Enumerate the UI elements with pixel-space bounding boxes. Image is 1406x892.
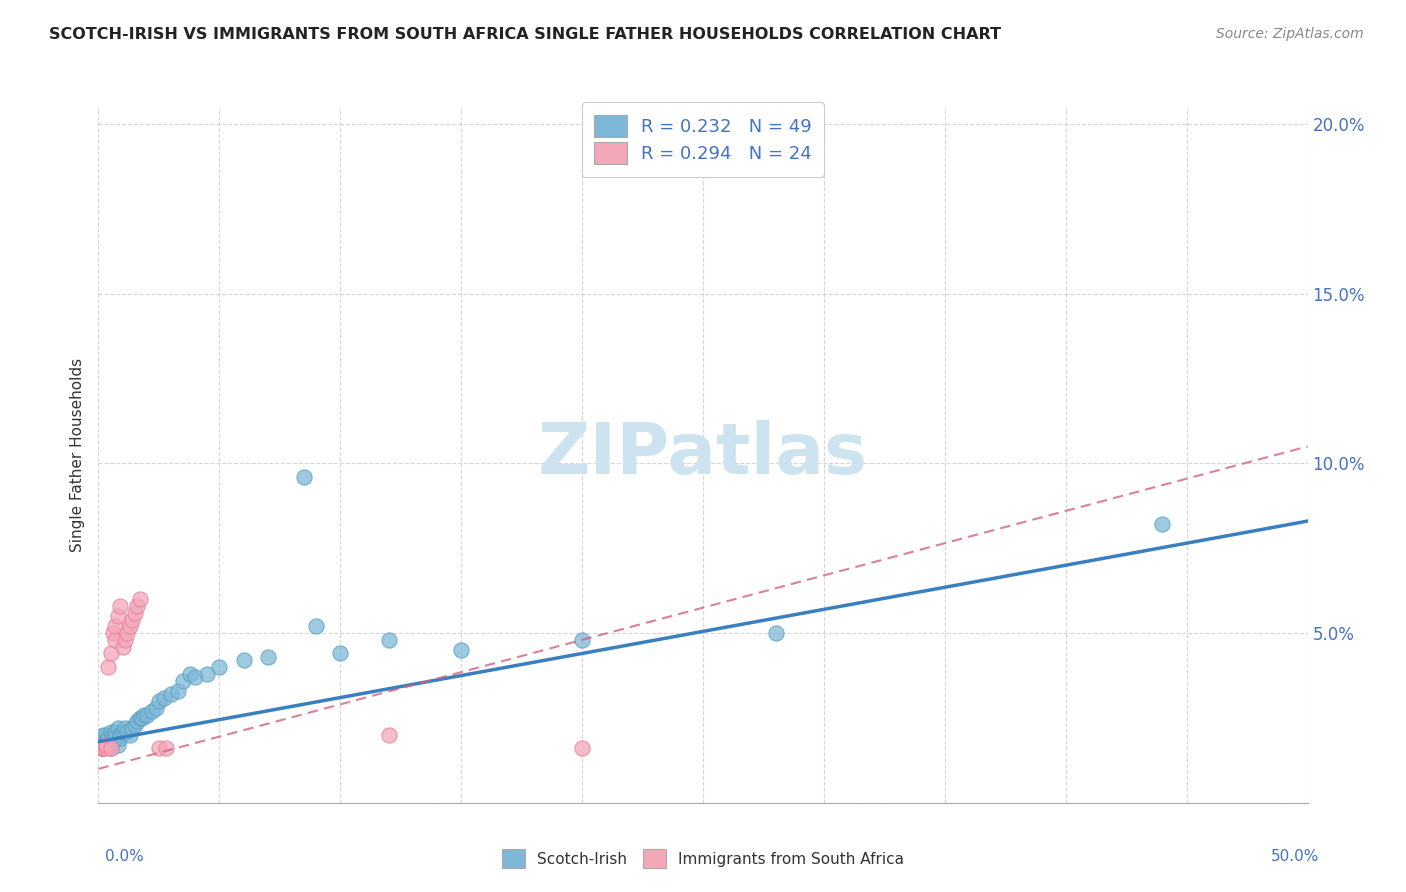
Point [148, 741, 170, 756]
Legend: Scotch-Irish, Immigrants from South Africa: Scotch-Irish, Immigrants from South Afri… [495, 841, 911, 875]
Point [117, 626, 139, 640]
Legend: R = 0.232   N = 49, R = 0.294   N = 24: R = 0.232 N = 49, R = 0.294 N = 24 [582, 103, 824, 177]
Point [100, 741, 122, 756]
Point [108, 728, 131, 742]
Point [111, 724, 134, 739]
Point [107, 609, 129, 624]
Point [329, 647, 352, 661]
Text: SCOTCH-IRISH VS IMMIGRANTS FROM SOUTH AFRICA SINGLE FATHER HOUSEHOLDS CORRELATIO: SCOTCH-IRISH VS IMMIGRANTS FROM SOUTH AF… [49, 27, 1001, 42]
Point [97, 660, 120, 674]
Point [118, 728, 141, 742]
Point [100, 724, 122, 739]
Point [152, 690, 174, 705]
Point [104, 619, 127, 633]
Point [128, 711, 150, 725]
Point [765, 626, 787, 640]
Text: 50.0%: 50.0% [1271, 849, 1319, 863]
Point [571, 632, 593, 647]
Point [94, 728, 117, 742]
Point [124, 606, 146, 620]
Point [100, 741, 122, 756]
Point [101, 735, 124, 749]
Point [114, 721, 136, 735]
Point [184, 670, 207, 684]
Point [108, 731, 131, 746]
Point [141, 704, 163, 718]
Point [107, 738, 129, 752]
Point [91, 741, 114, 756]
Point [118, 619, 141, 633]
Point [91, 741, 114, 756]
Point [117, 724, 139, 739]
Y-axis label: Single Father Households: Single Father Households [69, 358, 84, 552]
Point [256, 649, 278, 664]
Point [97, 738, 120, 752]
Point [121, 613, 143, 627]
Point [131, 711, 153, 725]
Point [571, 741, 593, 756]
Point [135, 707, 157, 722]
Point [377, 728, 399, 742]
Point [94, 741, 117, 756]
Point [134, 707, 156, 722]
Text: Source: ZipAtlas.com: Source: ZipAtlas.com [1216, 27, 1364, 41]
Point [305, 619, 328, 633]
Point [148, 694, 170, 708]
Point [94, 738, 117, 752]
Point [232, 653, 254, 667]
Point [1152, 517, 1174, 532]
Point [128, 592, 150, 607]
Point [121, 721, 143, 735]
Text: ZIPatlas: ZIPatlas [538, 420, 868, 490]
Point [167, 683, 190, 698]
Point [94, 735, 117, 749]
Point [127, 599, 149, 613]
Point [195, 666, 218, 681]
Text: 0.0%: 0.0% [105, 849, 145, 863]
Point [172, 673, 194, 688]
Point [107, 721, 129, 735]
Point [90, 741, 112, 756]
Point [160, 687, 183, 701]
Point [101, 728, 124, 742]
Point [377, 632, 399, 647]
Point [127, 714, 149, 729]
Point [155, 741, 177, 756]
Point [145, 700, 167, 714]
Point [208, 660, 231, 674]
Point [292, 470, 315, 484]
Point [101, 626, 124, 640]
Point [108, 599, 131, 613]
Point [90, 735, 112, 749]
Point [97, 731, 120, 746]
Point [91, 728, 114, 742]
Point [111, 640, 134, 654]
Point [104, 731, 127, 746]
Point [450, 643, 472, 657]
Point [100, 647, 122, 661]
Point [124, 717, 146, 731]
Point [179, 666, 201, 681]
Point [104, 632, 127, 647]
Point [114, 632, 136, 647]
Point [104, 724, 127, 739]
